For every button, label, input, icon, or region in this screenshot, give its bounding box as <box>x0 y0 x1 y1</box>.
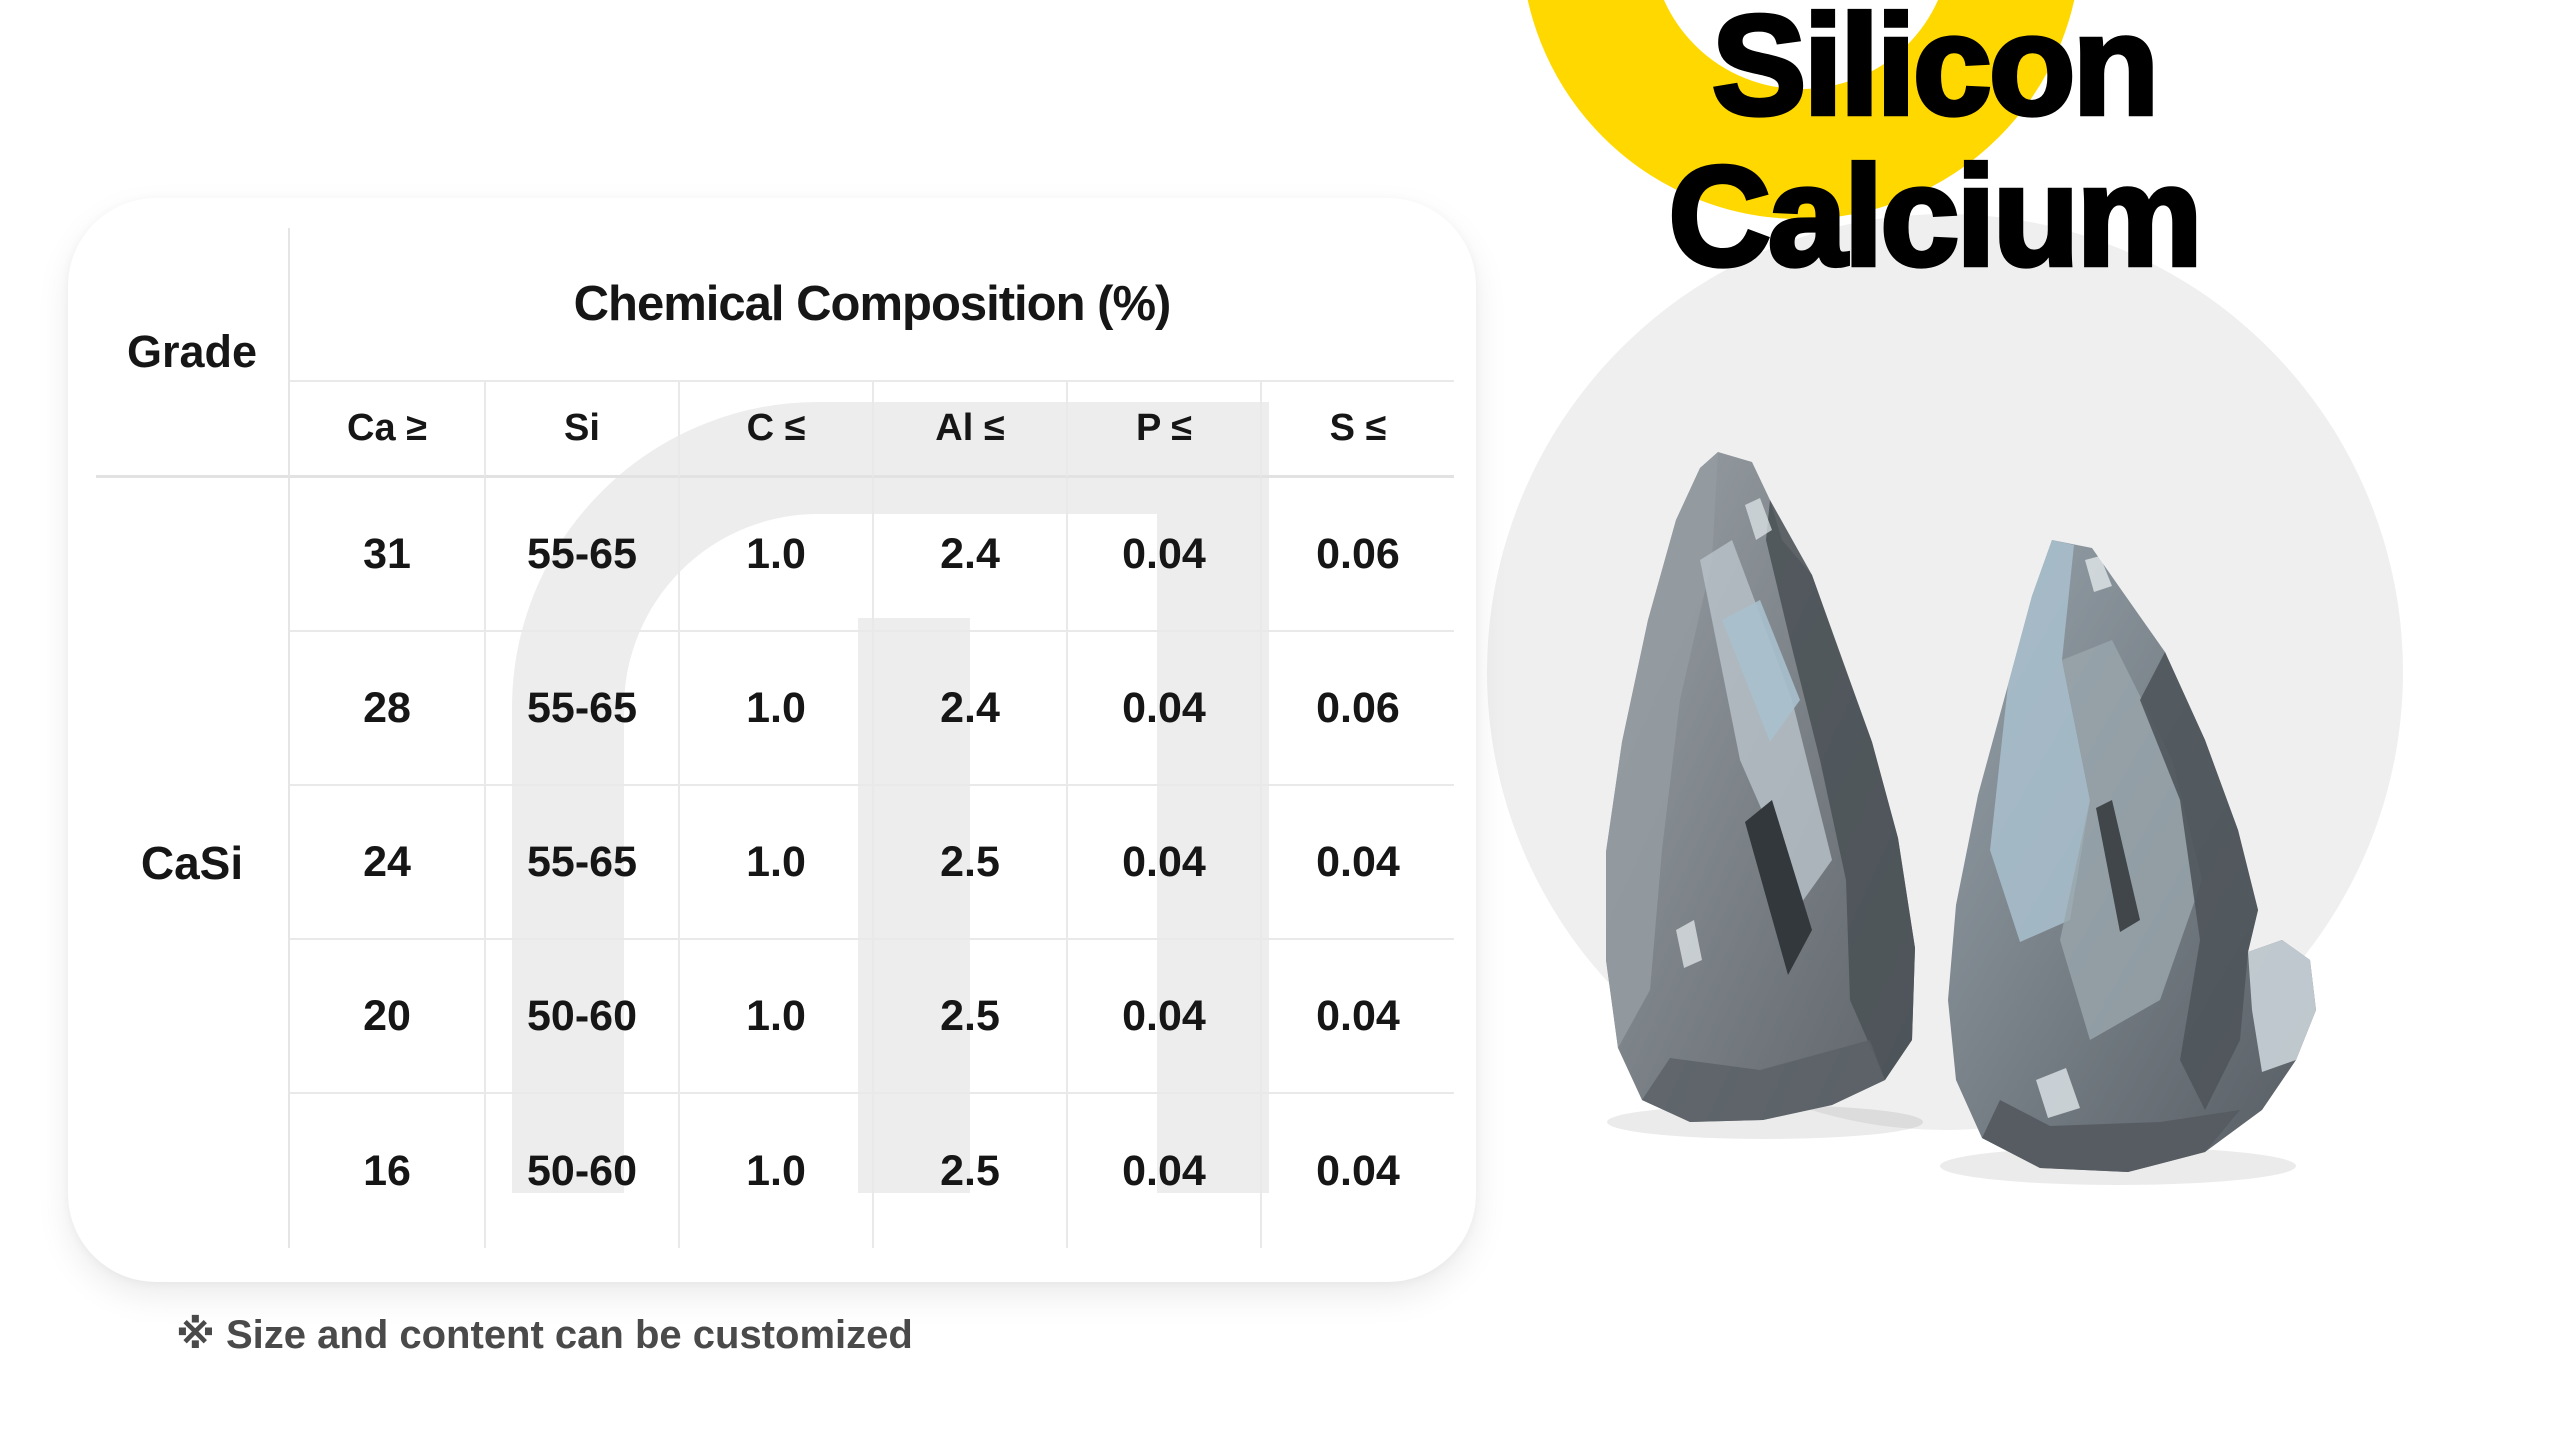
table-cell: 2.5 <box>872 940 1066 1094</box>
table-cell: 55-65 <box>484 786 678 940</box>
table-cell: 31 <box>290 478 484 632</box>
product-title-line1: Silicon <box>1709 0 2161 145</box>
column-header-s: S ≤ <box>1260 382 1454 478</box>
table-cell: 0.04 <box>1260 1094 1454 1248</box>
column-header-p: P ≤ <box>1066 382 1260 478</box>
table-cell: 0.04 <box>1066 478 1260 632</box>
product-title: Silicon Calcium <box>1494 0 2374 296</box>
grade-value-cell: CaSi <box>96 478 290 1248</box>
grade-header-cell: Grade <box>96 228 290 478</box>
column-header-si: Si <box>484 382 678 478</box>
table-cell: 2.5 <box>872 786 1066 940</box>
table-cell: 24 <box>290 786 484 940</box>
table-cell: 0.04 <box>1066 1094 1260 1248</box>
table-cell: 55-65 <box>484 632 678 786</box>
left-lump <box>1606 452 1915 1122</box>
table-cell: 0.06 <box>1260 478 1454 632</box>
table-cell: 2.5 <box>872 1094 1066 1248</box>
table-cell: 50-60 <box>484 940 678 1094</box>
table-cell: 20 <box>290 940 484 1094</box>
column-header-al: Al ≤ <box>872 382 1066 478</box>
product-title-line2: Calcium <box>1666 137 2205 296</box>
spec-table: Grade Chemical Composition (%) Ca ≥ Si C… <box>96 228 1454 1248</box>
table-cell: 1.0 <box>678 1094 872 1248</box>
composition-header-cell: Chemical Composition (%) <box>290 228 1454 382</box>
table-cell: 0.04 <box>1260 940 1454 1094</box>
right-lump <box>1948 540 2316 1172</box>
table-cell: 0.06 <box>1260 632 1454 786</box>
table-cell: 28 <box>290 632 484 786</box>
table-cell: 55-65 <box>484 478 678 632</box>
table-cell: 1.0 <box>678 786 872 940</box>
table-cell: 1.0 <box>678 478 872 632</box>
column-header-ca: Ca ≥ <box>290 382 484 478</box>
table-cell: 2.4 <box>872 478 1066 632</box>
table-cell: 0.04 <box>1066 786 1260 940</box>
table-cell: 16 <box>363 1146 411 1195</box>
table-cell: 1.0 <box>678 940 872 1094</box>
table-cell: 50-60 <box>484 1094 678 1248</box>
table-cell: 0.04 <box>1260 786 1454 940</box>
table-cell: 0.04 <box>1066 632 1260 786</box>
customization-note: ※ Size and content can be customized <box>176 1313 913 1357</box>
table-cell: 0.04 <box>1066 940 1260 1094</box>
spec-table-card: Grade Chemical Composition (%) Ca ≥ Si C… <box>68 198 1476 1282</box>
table-cell: 2.4 <box>872 632 1066 786</box>
column-header-c: C ≤ <box>678 382 872 478</box>
watermark-logo <box>512 402 1269 1193</box>
table-cell: 1.0 <box>678 632 872 786</box>
